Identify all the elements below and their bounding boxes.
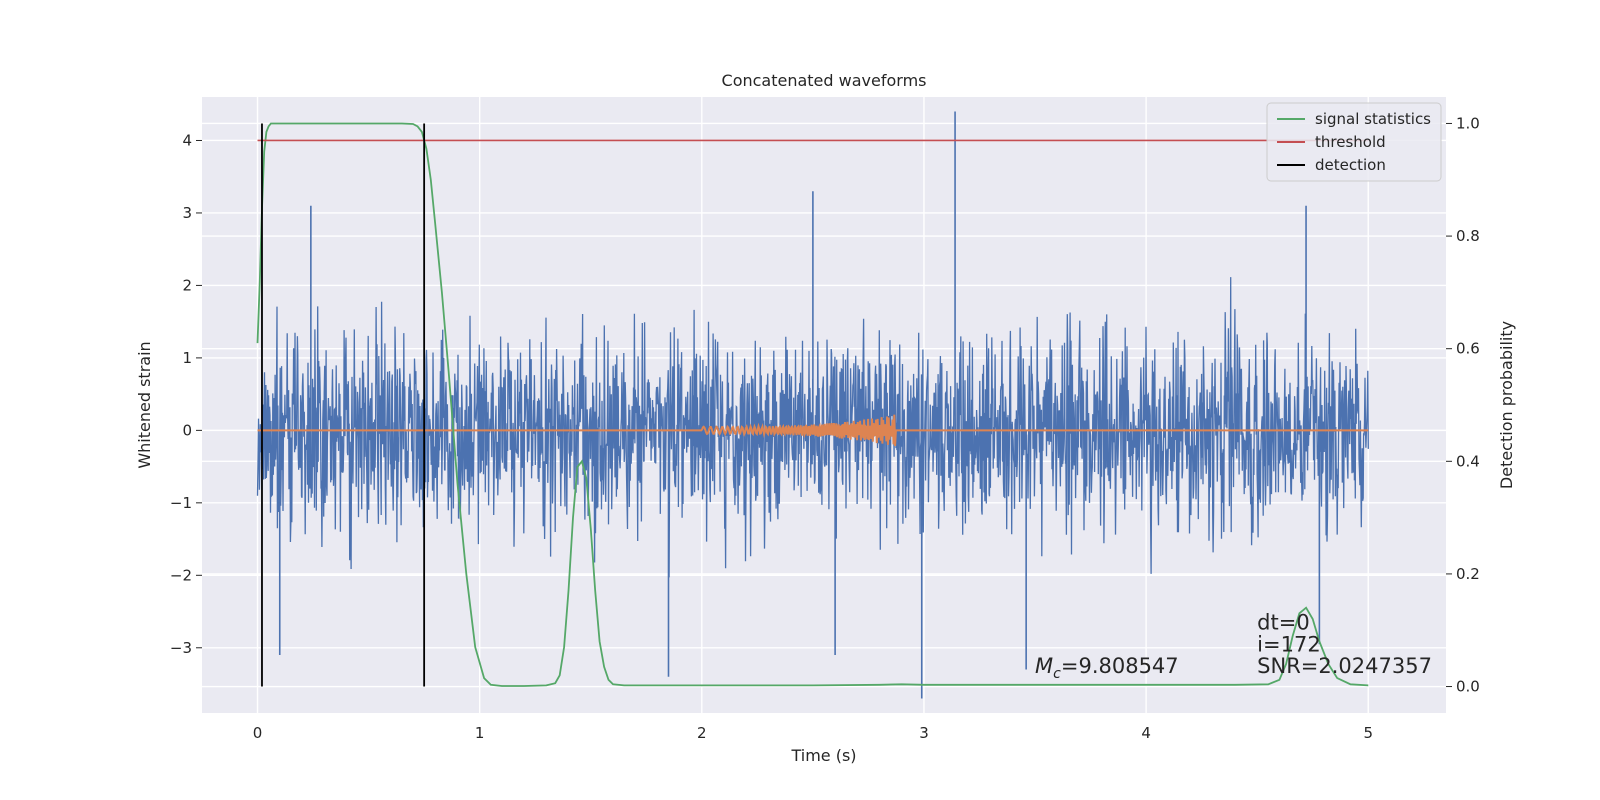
y-tick-labels: −3 −2 −1 0 1 2 3 4	[170, 131, 202, 657]
y-tick-label: −2	[170, 566, 192, 584]
x-tick-label: 1	[475, 724, 485, 742]
y-tick-label: 2	[182, 276, 192, 294]
x-tick-label: 3	[919, 724, 929, 742]
annotation-text: dt=0	[1257, 611, 1310, 635]
y-tick-label: −1	[170, 494, 192, 512]
x-tick-label: 4	[1141, 724, 1151, 742]
x-axis-label: Time (s)	[790, 746, 856, 765]
y-tick-label: 0	[182, 421, 192, 439]
y-tick-label: 1	[182, 349, 192, 367]
x-tick-label: 5	[1363, 724, 1373, 742]
y2-axis-label: Detection probability	[1497, 321, 1516, 489]
y2-tick-label: 0.8	[1456, 227, 1480, 245]
legend: signal statistics threshold detection	[1266, 102, 1442, 182]
annotation-text: Mc=9.808547	[1035, 654, 1179, 682]
chirp-series-line	[257, 414, 1369, 447]
annotation-text: i=172	[1257, 632, 1321, 656]
y2-tick-label: 0.0	[1456, 678, 1480, 696]
legend-box	[1266, 102, 1442, 182]
legend-label: signal statistics	[1315, 110, 1431, 128]
y-tick-label: 3	[182, 204, 192, 222]
annotation-text: SNR=2.0247357	[1257, 654, 1432, 678]
x-tick-label: 0	[253, 724, 263, 742]
series-layer	[256, 111, 1369, 699]
legend-label: detection	[1315, 156, 1386, 174]
x-tick-labels: 0 1 2 3 4 5	[253, 724, 1373, 742]
y2-tick-label: 0.4	[1456, 452, 1480, 470]
y2-tick-label: 0.2	[1456, 565, 1480, 583]
y2-tick-labels: 0.0 0.2 0.4 0.6 0.8 1.0	[1446, 114, 1480, 696]
legend-label: threshold	[1315, 133, 1386, 151]
chart-title: Concatenated waveforms	[722, 71, 927, 90]
y-tick-label: −3	[170, 639, 192, 657]
y-axis-label: Whitened strain	[135, 341, 154, 468]
y2-tick-label: 1.0	[1456, 114, 1480, 132]
x-tick-label: 2	[697, 724, 707, 742]
y2-tick-label: 0.6	[1456, 340, 1480, 358]
signal-statistics-line	[256, 122, 1369, 687]
y-tick-label: 4	[182, 131, 192, 149]
